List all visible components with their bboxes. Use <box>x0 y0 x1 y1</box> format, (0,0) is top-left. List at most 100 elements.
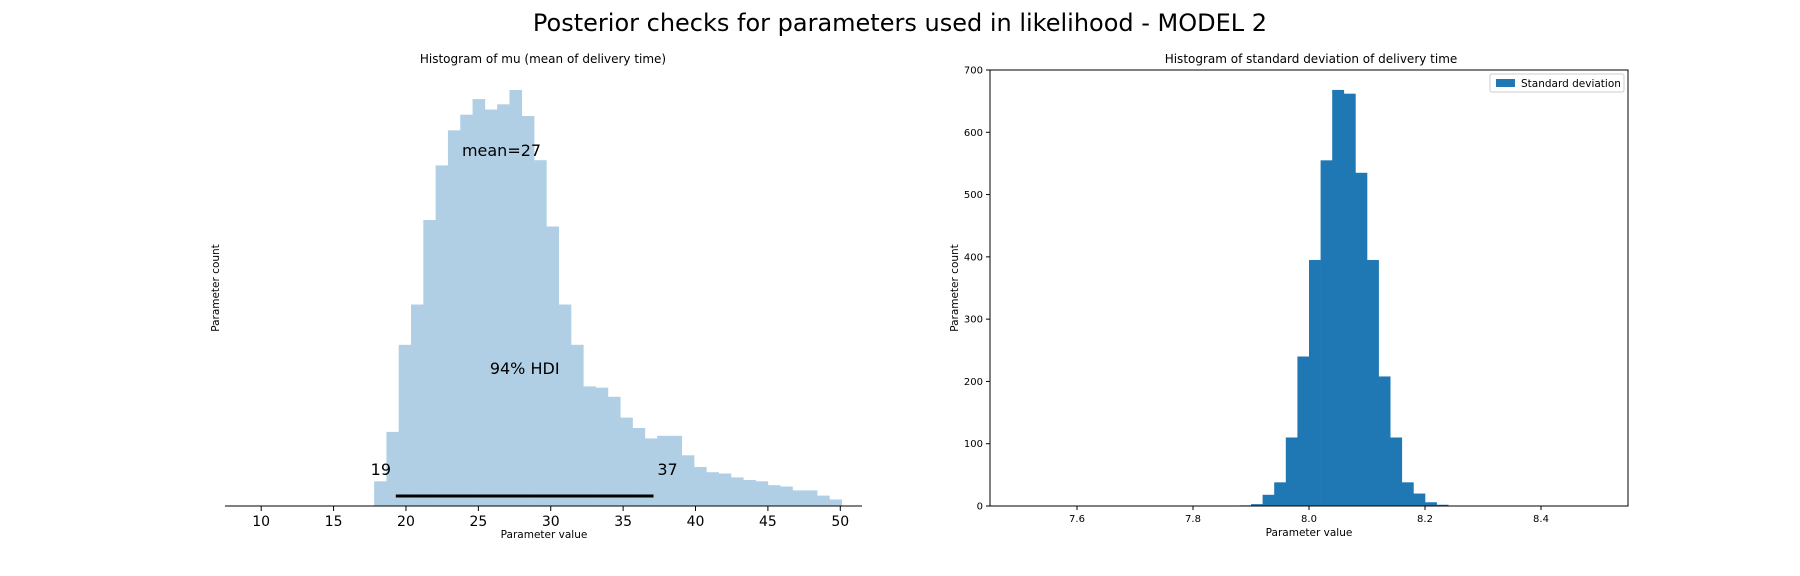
sd-histogram-bar <box>1355 172 1368 506</box>
sd-histogram-bar <box>1309 259 1321 506</box>
mu-histogram-bar <box>607 396 621 506</box>
mu-x-tick-label: 15 <box>325 514 343 530</box>
mu-histogram-bar <box>644 438 658 506</box>
sd-y-tick-label: 700 <box>964 66 983 77</box>
sd-x-axis-label: Parameter value <box>1266 527 1353 539</box>
mu-histogram-bar <box>386 431 400 506</box>
mu-histogram-bar <box>706 472 719 506</box>
mu-histogram-bar <box>829 499 843 506</box>
figure-title: Posterior checks for parameters used in … <box>533 9 1267 37</box>
mu-histogram-bar <box>546 226 560 506</box>
sd-x-ticks: 7.6 7.8 8.0 8.2 8.4 <box>1069 506 1549 525</box>
mu-histogram-bars <box>374 90 843 507</box>
mu-histogram-bar <box>743 480 756 506</box>
mu-histogram-bar <box>558 304 572 506</box>
mu-histogram-bar <box>620 417 633 506</box>
mu-histogram-bar <box>435 165 449 506</box>
mu-histogram-bar <box>817 495 830 506</box>
mu-histogram-bar <box>730 477 744 506</box>
mu-histogram-bar <box>497 104 510 507</box>
mu-histogram-bar <box>374 481 387 506</box>
mu-y-axis-label: Parameter count <box>210 244 222 332</box>
mu-x-axis-label: Parameter value <box>501 529 588 541</box>
mu-histogram-bar <box>460 114 473 506</box>
sd-histogram-bar <box>1274 482 1287 506</box>
mu-histogram-bar <box>411 304 424 506</box>
mu-histogram-bar <box>780 486 793 506</box>
sd-y-axis-label: Parameter count <box>949 244 961 332</box>
sd-histogram-bar <box>1436 504 1449 506</box>
sd-x-tick-label: 7.6 <box>1069 514 1085 525</box>
sd-y-tick-label: 500 <box>964 190 983 201</box>
sd-histogram-bar <box>1401 482 1414 506</box>
sd-x-tick-label: 8.0 <box>1301 514 1317 525</box>
mu-histogram-bar <box>755 481 769 506</box>
mu-histogram-bar <box>718 473 732 506</box>
sd-x-tick-label: 8.4 <box>1533 514 1549 525</box>
mu-x-tick-label: 20 <box>397 514 415 530</box>
sd-histogram-bar <box>1390 437 1403 506</box>
mu-histogram-bar <box>669 435 683 506</box>
sd-y-tick-label: 600 <box>964 128 983 139</box>
sd-histogram-bar <box>1262 494 1275 506</box>
mean-annotation: mean=27 <box>462 141 541 160</box>
mu-histogram-bar <box>509 90 523 506</box>
sd-legend: Standard deviation <box>1489 73 1625 93</box>
sd-histogram-bar <box>1332 89 1345 506</box>
sd-histogram-bar <box>1297 356 1310 506</box>
sd-histogram-bars <box>1239 89 1449 507</box>
mu-histogram-bar <box>681 455 695 506</box>
sd-chart-title: Histogram of standard deviation of deliv… <box>1165 52 1458 66</box>
sd-y-tick-label: 300 <box>964 315 983 326</box>
sd-histogram-bar <box>1425 502 1437 506</box>
mu-x-tick-label: 10 <box>252 514 270 530</box>
mu-x-tick-label: 35 <box>614 514 632 530</box>
legend-label: Standard deviation <box>1521 78 1621 90</box>
sd-y-tick-label: 400 <box>964 252 983 263</box>
mu-x-tick-label: 45 <box>759 514 777 530</box>
mu-histogram-bar <box>534 160 547 506</box>
sd-histogram-bar <box>1251 504 1263 506</box>
sd-y-tick-label: 0 <box>977 502 983 513</box>
mu-histogram-bar <box>804 490 818 506</box>
mu-histogram-bar <box>595 387 609 506</box>
mu-histogram-bar <box>571 344 584 506</box>
sd-histogram-bar <box>1413 493 1426 506</box>
mu-x-tick-label: 50 <box>831 514 849 530</box>
hdi-annotation: 94% HDI <box>490 359 560 378</box>
mu-histogram-bar <box>398 344 412 506</box>
sd-histogram-bar <box>1285 437 1298 506</box>
mu-x-tick-label: 30 <box>542 514 560 530</box>
sd-histogram-bar <box>1378 376 1391 506</box>
mu-histogram-bar <box>447 130 461 507</box>
sd-histogram-bar <box>1367 259 1379 506</box>
mu-x-ticks: 10 15 20 25 30 35 40 45 50 <box>252 506 849 530</box>
mu-histogram-bar <box>792 490 806 506</box>
legend-swatch <box>1496 79 1515 87</box>
sd-histogram-bar <box>1343 93 1356 506</box>
sd-histogram-bar <box>1320 160 1333 507</box>
mu-histogram-bar <box>632 428 646 506</box>
mu-chart-title: Histogram of mu (mean of delivery time) <box>420 52 666 66</box>
mu-x-tick-label: 40 <box>687 514 705 530</box>
hdi-high-annotation: 37 <box>657 460 677 479</box>
mu-histogram-bar <box>423 220 436 506</box>
sd-y-tick-label: 200 <box>964 377 983 388</box>
mu-histogram-bar <box>583 386 596 506</box>
sd-y-ticks: 0 100 200 300 400 500 600 700 <box>964 66 990 513</box>
mu-histogram-bar <box>484 109 498 506</box>
mu-x-tick-label: 25 <box>469 514 487 530</box>
mu-histogram-bar <box>472 99 486 506</box>
legend-frame <box>1489 73 1625 93</box>
mu-histogram-bar <box>767 485 781 506</box>
mu-histogram-chart: Histogram of mu (mean of delivery time) … <box>210 52 862 541</box>
sd-histogram-chart: Histogram of standard deviation of deliv… <box>949 52 1629 539</box>
mu-histogram-bar <box>521 116 535 506</box>
mu-histogram-bar <box>657 435 670 506</box>
sd-x-tick-label: 8.2 <box>1417 514 1433 525</box>
mu-histogram-bar <box>694 467 707 506</box>
sd-x-tick-label: 7.8 <box>1185 514 1201 525</box>
sd-y-tick-label: 100 <box>964 439 983 450</box>
hdi-low-annotation: 19 <box>371 460 391 479</box>
